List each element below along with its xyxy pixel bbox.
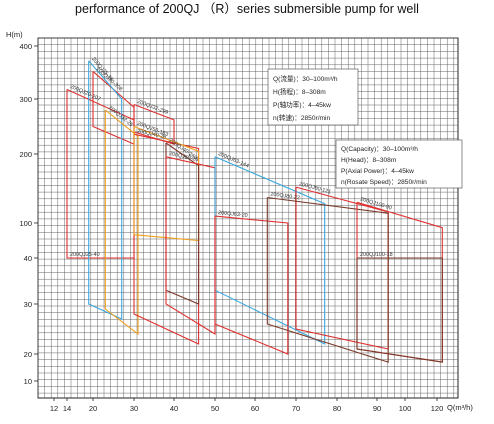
x-tick-label: 60 [251,404,259,413]
y-tick-label: 100 [19,219,32,228]
series-curve-200QJ100-18 [356,257,443,363]
y-tick-label: 200 [19,150,32,159]
y-axis-ticks: 400 300 200 100 40 30 20 10 [19,42,38,386]
y-tick-label: 40 [24,254,32,263]
plot-frame [37,37,459,399]
x-tick-label: 30 [130,404,138,413]
y-tick-label: 300 [19,95,32,104]
x-tick-label: 14 [63,404,71,413]
series-curve-200QJ25-26 [88,60,123,320]
x-tick-label: 70 [292,404,300,413]
legend-english: Q(Capacity)：30–100m³/h H(Head)：8–308m P(… [335,139,463,189]
series-curve-200QJ40-26 [133,133,200,345]
chart-grid [37,37,459,399]
y-axis-label: H(m) [6,30,23,39]
x-tick-label: 80 [333,404,341,413]
series-curve-200QJ50-26 [165,156,216,335]
x-tick-label: 120 [431,404,444,413]
series-curve-200QJ32-299 [133,103,175,145]
legend-english-box [335,139,463,189]
legend-en-line-3: n(Rosate Speed)：2850r/min [341,179,427,186]
y-tick-label: 30 [24,300,32,309]
chart-series [66,60,443,363]
legend-cn-line-3: n(转速)：2850r/min [273,113,330,122]
series-label-200QJ100-18: 200QJ100-18 [360,252,393,258]
x-tick-label: 20 [89,404,97,413]
legend-en-line-2: P(Axial Power)：4–45kw [341,168,414,175]
x-axis-label: Q(m³/h) [447,403,473,412]
legend-chinese-box [267,68,359,126]
legend-cn-line-0: Q(流量)：30–100m³/h [273,74,338,83]
legend-cn-line-1: H(扬程)：8–308m [273,87,326,96]
series-label-200QJ25-40: 200QJ25-40 [70,252,100,258]
y-tick-label: 20 [24,350,32,359]
y-tick-label: 400 [19,42,32,51]
series-label-200QJ80-22: 200QJ80-22 [270,192,300,202]
series-curve-200QJ63-20 [214,215,289,355]
legend-chinese: Q(流量)：30–100m³/h H(扬程)：8–308m P(轴功率)：4–4… [267,68,359,126]
x-axis-ticks: 12 14 20 30 40 50 60 70 80 90 100 120 [50,398,443,413]
x-tick-label: 90 [373,404,381,413]
x-tick-label: 12 [50,404,58,413]
series-curve-200QJ80-22 [266,196,389,363]
series-curve-200QJ32-26 [104,109,139,336]
series-label-200QJ63-20: 200QJ63-20 [218,210,248,219]
y-tick-label: 10 [24,377,32,386]
legend-en-line-0: Q(Capacity)：30–100m³/h [341,146,418,153]
chart-title: performance of 200QJ （R）series submersib… [75,2,419,16]
legend-en-line-1: H(Head)：8–308m [341,157,397,164]
x-tick-label: 40 [170,404,178,413]
x-tick-label: 100 [399,404,412,413]
legend-cn-line-2: P(轴功率)：4–45kw [273,100,331,109]
x-tick-label: 50 [211,404,219,413]
